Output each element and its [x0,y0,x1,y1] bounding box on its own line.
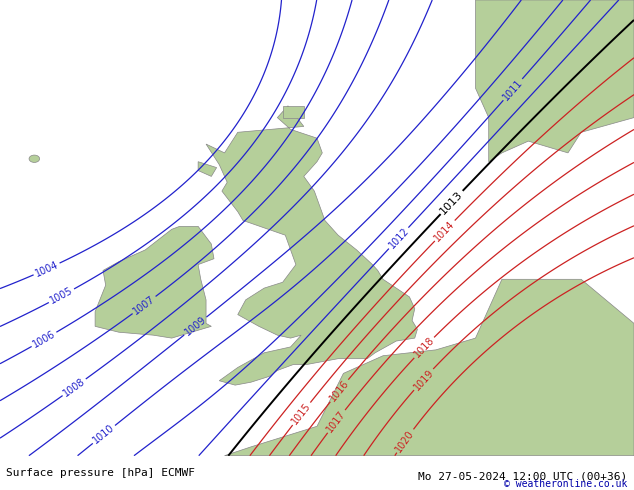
Text: 1017: 1017 [325,409,348,434]
Text: 1009: 1009 [183,315,208,338]
Text: 1007: 1007 [131,294,157,317]
Polygon shape [476,0,634,162]
Text: 1018: 1018 [412,335,436,360]
Polygon shape [198,162,217,176]
Text: 1020: 1020 [394,428,417,454]
Polygon shape [95,226,214,338]
Text: 1004: 1004 [34,260,60,279]
Text: 1016: 1016 [328,378,351,403]
Text: 1010: 1010 [91,423,117,446]
Text: 1015: 1015 [290,401,313,426]
Polygon shape [224,279,634,456]
Text: Mo 27-05-2024 12:00 UTC (00+36): Mo 27-05-2024 12:00 UTC (00+36) [418,471,628,481]
Text: © weatheronline.co.uk: © weatheronline.co.uk [504,479,628,489]
Text: Surface pressure [hPa] ECMWF: Surface pressure [hPa] ECMWF [6,468,195,478]
Text: 1014: 1014 [432,219,457,243]
Polygon shape [283,106,304,118]
Ellipse shape [29,155,40,163]
Text: 1006: 1006 [31,329,57,350]
Text: 1012: 1012 [387,226,411,250]
Text: 1013: 1013 [438,189,465,216]
Text: 1011: 1011 [501,77,525,102]
Text: 1005: 1005 [48,286,75,306]
Polygon shape [206,106,417,385]
Text: 1008: 1008 [61,376,87,398]
Text: 1019: 1019 [411,367,436,392]
